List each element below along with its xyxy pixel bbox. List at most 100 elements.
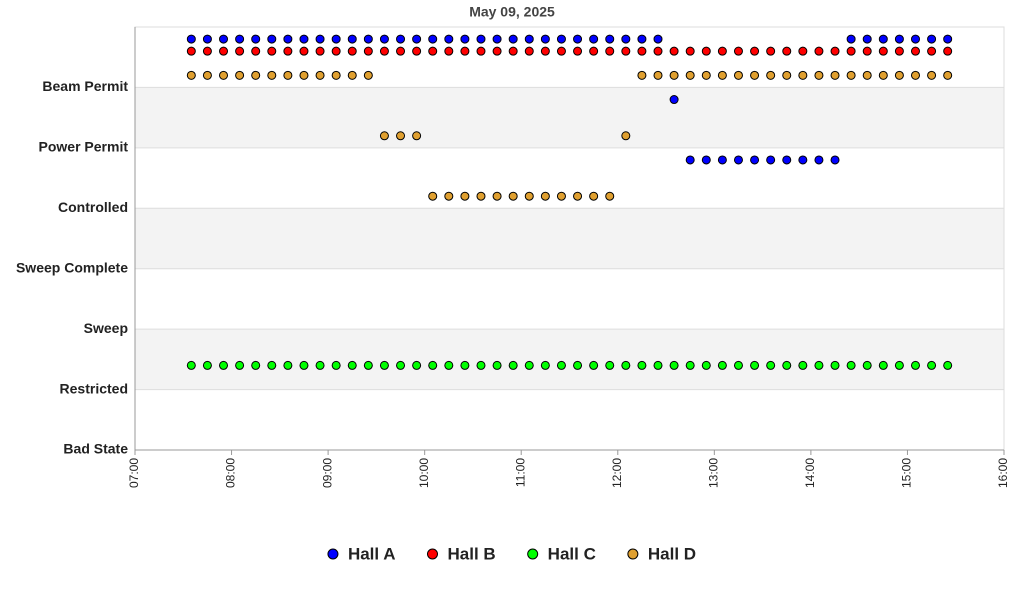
data-point bbox=[508, 34, 518, 44]
data-point bbox=[508, 191, 518, 201]
data-point bbox=[396, 360, 406, 370]
data-point bbox=[589, 46, 599, 56]
data-point bbox=[830, 70, 840, 80]
data-point bbox=[202, 360, 212, 370]
data-point bbox=[910, 70, 920, 80]
data-point bbox=[235, 46, 245, 56]
data-point bbox=[476, 360, 486, 370]
data-point bbox=[943, 34, 953, 44]
data-point bbox=[878, 34, 888, 44]
data-point bbox=[428, 34, 438, 44]
data-point bbox=[347, 46, 357, 56]
data-point bbox=[267, 34, 277, 44]
data-point bbox=[621, 34, 631, 44]
data-point bbox=[653, 360, 663, 370]
data-point bbox=[830, 155, 840, 165]
data-point bbox=[894, 70, 904, 80]
x-tick-label: 15:00 bbox=[900, 458, 914, 488]
data-point bbox=[701, 46, 711, 56]
data-point bbox=[637, 70, 647, 80]
data-point bbox=[556, 191, 566, 201]
data-point bbox=[460, 34, 470, 44]
data-point bbox=[363, 360, 373, 370]
data-point bbox=[460, 46, 470, 56]
x-tick-label: 14:00 bbox=[803, 458, 817, 488]
data-point bbox=[798, 360, 808, 370]
data-point bbox=[299, 70, 309, 80]
data-point bbox=[637, 34, 647, 44]
data-point bbox=[299, 34, 309, 44]
data-point bbox=[733, 46, 743, 56]
data-point bbox=[524, 360, 534, 370]
x-tick-label: 09:00 bbox=[320, 458, 334, 488]
data-point bbox=[878, 46, 888, 56]
y-tick-label: Controlled bbox=[58, 199, 128, 215]
data-point bbox=[524, 191, 534, 201]
data-point bbox=[943, 70, 953, 80]
data-point bbox=[573, 191, 583, 201]
band bbox=[135, 87, 1004, 148]
data-point bbox=[186, 34, 196, 44]
data-point bbox=[315, 70, 325, 80]
data-point bbox=[299, 46, 309, 56]
data-point bbox=[379, 360, 389, 370]
data-point bbox=[428, 191, 438, 201]
data-point bbox=[363, 46, 373, 56]
data-point bbox=[766, 70, 776, 80]
data-point bbox=[685, 155, 695, 165]
data-point bbox=[653, 34, 663, 44]
data-point bbox=[202, 46, 212, 56]
data-point bbox=[573, 360, 583, 370]
data-point bbox=[315, 360, 325, 370]
band bbox=[135, 208, 1004, 269]
data-point bbox=[830, 46, 840, 56]
data-point bbox=[685, 360, 695, 370]
data-point bbox=[412, 360, 422, 370]
data-point bbox=[347, 70, 357, 80]
y-tick-label: Restricted bbox=[60, 380, 128, 396]
legend: Hall A Hall B Hall C Hall D bbox=[327, 544, 696, 563]
data-point bbox=[428, 46, 438, 56]
data-point bbox=[621, 360, 631, 370]
data-point bbox=[798, 46, 808, 56]
data-point bbox=[428, 360, 438, 370]
data-point bbox=[846, 360, 856, 370]
data-point bbox=[283, 360, 293, 370]
data-point bbox=[750, 360, 760, 370]
data-point bbox=[894, 46, 904, 56]
data-point bbox=[927, 70, 937, 80]
data-point bbox=[878, 360, 888, 370]
data-point bbox=[605, 360, 615, 370]
data-point bbox=[363, 34, 373, 44]
data-point bbox=[476, 191, 486, 201]
data-point bbox=[315, 46, 325, 56]
data-point bbox=[267, 70, 277, 80]
data-point bbox=[782, 360, 792, 370]
data-point bbox=[717, 360, 727, 370]
data-point bbox=[540, 191, 550, 201]
data-point bbox=[556, 360, 566, 370]
data-point bbox=[460, 191, 470, 201]
data-point bbox=[830, 360, 840, 370]
data-point bbox=[927, 46, 937, 56]
data-point bbox=[331, 34, 341, 44]
data-point bbox=[766, 46, 776, 56]
data-point bbox=[621, 46, 631, 56]
data-point bbox=[653, 70, 663, 80]
data-point bbox=[524, 34, 534, 44]
data-point bbox=[733, 155, 743, 165]
data-point bbox=[251, 360, 261, 370]
data-point bbox=[894, 360, 904, 370]
data-point bbox=[331, 360, 341, 370]
data-point bbox=[701, 70, 711, 80]
data-point bbox=[573, 34, 583, 44]
data-point bbox=[653, 46, 663, 56]
data-point bbox=[589, 191, 599, 201]
y-tick-label: Power Permit bbox=[39, 139, 129, 155]
y-tick-label: Sweep bbox=[84, 320, 128, 336]
data-point bbox=[910, 34, 920, 44]
legend-marker bbox=[426, 548, 438, 560]
y-tick-label: Beam Permit bbox=[42, 78, 128, 94]
data-point bbox=[605, 191, 615, 201]
